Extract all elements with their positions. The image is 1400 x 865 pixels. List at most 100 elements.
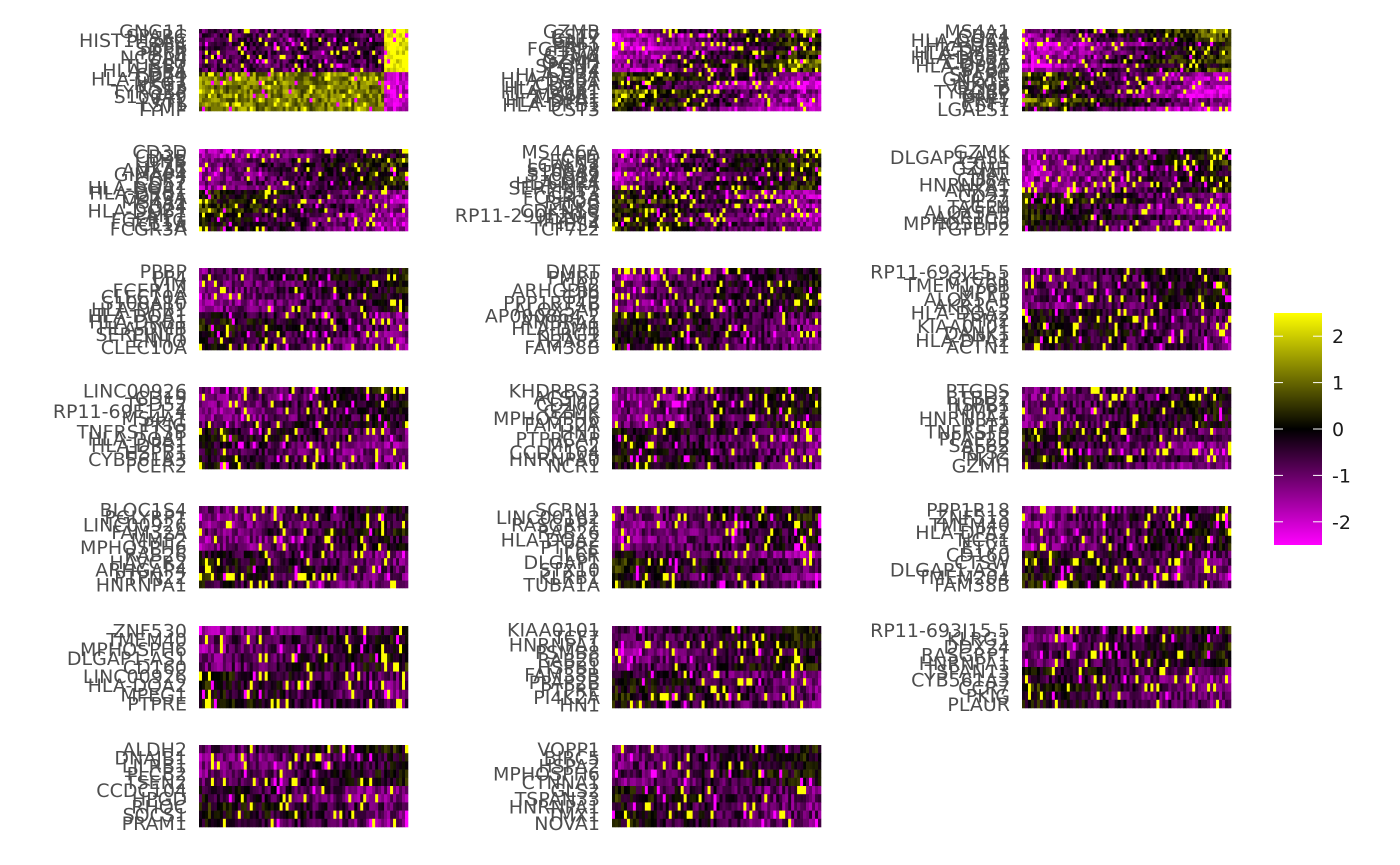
heatmap-cell — [381, 163, 384, 168]
heatmap-cell — [728, 46, 731, 51]
heatmap-cell — [642, 102, 645, 107]
heatmap-cell — [1031, 29, 1034, 34]
heatmap-cell — [199, 51, 202, 56]
heatmap-cell — [1222, 98, 1225, 103]
heatmap-cell — [1091, 102, 1094, 107]
heatmap-cell — [818, 68, 821, 73]
heatmap-cell — [714, 51, 717, 56]
heatmap-cell — [1061, 46, 1064, 51]
heatmap-cell — [818, 42, 821, 47]
heatmap-cell — [327, 204, 330, 209]
heatmap-cell — [298, 55, 301, 60]
heatmap-cell — [265, 85, 268, 90]
heatmap-cell — [803, 102, 806, 107]
heatmap-cell — [292, 185, 295, 190]
heatmap-cell — [244, 68, 247, 73]
heatmap-cell — [818, 38, 821, 43]
heatmap-cell — [378, 190, 381, 195]
heatmap-cell — [1055, 59, 1058, 64]
heatmap-cell — [348, 172, 351, 177]
heatmap-cell — [1028, 42, 1031, 47]
heatmap-cell — [399, 72, 402, 77]
heatmap-cell — [1052, 98, 1055, 103]
heatmap-cell — [818, 94, 821, 99]
heatmap-cell — [315, 85, 318, 90]
heatmap-cell — [1052, 89, 1055, 94]
heatmap-cell — [767, 29, 770, 34]
heatmap-cell — [1127, 64, 1130, 69]
heatmap-cell — [1094, 102, 1097, 107]
heatmap-cell — [405, 98, 408, 103]
heatmap-cell — [722, 68, 725, 73]
heatmap-cell — [722, 38, 725, 43]
heatmap-cell — [1189, 55, 1192, 60]
heatmap-cell — [755, 33, 758, 38]
heatmap-cell — [232, 107, 235, 112]
heatmap-cell — [348, 55, 351, 60]
heatmap-cell — [324, 42, 327, 47]
heatmap-cell — [271, 167, 274, 172]
heatmap-cell — [381, 42, 384, 47]
heatmap-cell — [1141, 64, 1144, 69]
heatmap-cell — [244, 33, 247, 38]
heatmap-cell — [238, 204, 241, 209]
heatmap-cell — [690, 38, 693, 43]
heatmap-cell — [809, 94, 812, 99]
heatmap-cell — [785, 29, 788, 34]
heatmap-cell — [208, 149, 211, 154]
heatmap-cell — [639, 72, 642, 77]
heatmap-cell — [292, 72, 295, 77]
heatmap-cell — [399, 59, 402, 64]
heatmap-cell — [226, 85, 229, 90]
heatmap-cell — [1210, 94, 1213, 99]
heatmap-cell — [684, 59, 687, 64]
heatmap-cell — [241, 107, 244, 112]
heatmap-cell — [292, 81, 295, 86]
heatmap-cell — [612, 85, 615, 90]
heatmap-cell — [327, 199, 330, 204]
heatmap-cell — [752, 55, 755, 60]
heatmap-cell — [396, 81, 399, 86]
heatmap-cell — [351, 181, 354, 186]
heatmap-cell — [693, 76, 696, 81]
heatmap-cell — [687, 42, 690, 47]
heatmap-cell — [360, 176, 363, 181]
heatmap-cell — [259, 33, 262, 38]
heatmap-cell — [199, 102, 202, 107]
heatmap-cell — [1153, 51, 1156, 56]
heatmap-cell — [651, 107, 654, 112]
heatmap-cell — [324, 149, 327, 154]
heatmap-cell — [390, 55, 393, 60]
heatmap-cell — [666, 102, 669, 107]
heatmap-cell — [1118, 107, 1121, 112]
heatmap-cell — [360, 158, 363, 163]
heatmap-cell — [301, 199, 304, 204]
heatmap-cell — [390, 46, 393, 51]
heatmap-cell — [1129, 94, 1132, 99]
heatmap-cell — [800, 94, 803, 99]
heatmap-cell — [782, 29, 785, 34]
heatmap-cell — [208, 204, 211, 209]
heatmap-cell — [693, 64, 696, 69]
heatmap-cell — [277, 204, 280, 209]
heatmap-cell — [324, 59, 327, 64]
heatmap-cell — [702, 94, 705, 99]
heatmap-cell — [235, 102, 238, 107]
heatmap-cell — [283, 167, 286, 172]
heatmap-cell — [330, 55, 333, 60]
heatmap-cell — [1165, 85, 1168, 90]
heatmap-cell — [800, 55, 803, 60]
heatmap-cell — [657, 46, 660, 51]
heatmap-cell — [306, 33, 309, 38]
heatmap-cell — [280, 185, 283, 190]
heatmap-cell — [755, 76, 758, 81]
heatmap-cell — [654, 85, 657, 90]
heatmap-cell — [1162, 85, 1165, 90]
heatmap-cell — [1129, 38, 1132, 43]
heatmap-cell — [645, 59, 648, 64]
heatmap-cell — [306, 76, 309, 81]
heatmap-cell — [211, 76, 214, 81]
heatmap-cell — [669, 107, 672, 112]
heatmap-cell — [684, 38, 687, 43]
